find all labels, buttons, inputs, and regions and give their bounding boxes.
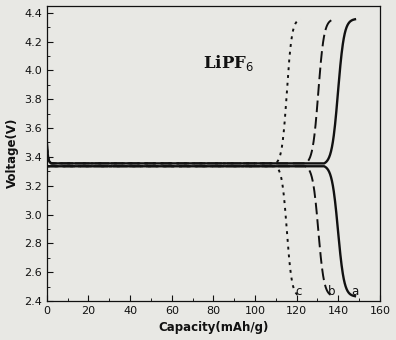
- Text: a: a: [351, 285, 359, 298]
- X-axis label: Capacity(mAh/g): Capacity(mAh/g): [158, 321, 268, 335]
- Text: c: c: [295, 285, 302, 298]
- Text: b: b: [328, 285, 336, 298]
- Text: LiPF$_6$: LiPF$_6$: [203, 53, 254, 73]
- Y-axis label: Voltage(V): Voltage(V): [6, 118, 19, 188]
